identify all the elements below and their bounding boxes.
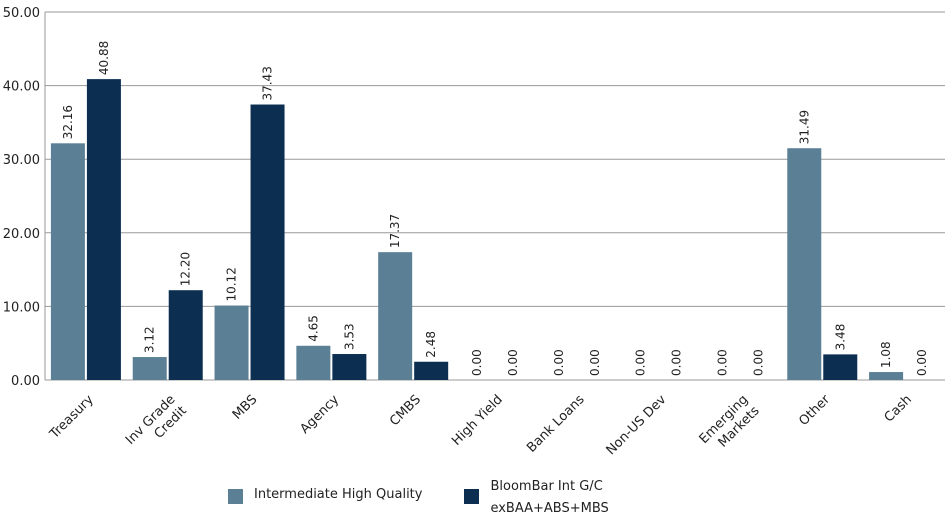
x-tick-label-line: Agency <box>297 392 342 437</box>
x-tick-label-line: Non-US Dev <box>604 392 670 458</box>
legend-label-bloombar-int-gc: BloomBar Int G/C exBAA+ABS+MBS <box>490 479 609 516</box>
bars <box>50 79 904 380</box>
data-label: 12.20 <box>179 252 193 286</box>
bar <box>414 361 449 380</box>
x-tick-label: EmergingMarkets <box>697 392 763 458</box>
bar <box>214 305 249 380</box>
data-label: 0.00 <box>715 349 729 376</box>
data-label: 0.00 <box>751 349 765 376</box>
data-label: 1.08 <box>879 341 893 368</box>
bar <box>787 148 822 380</box>
y-tick-label: 50.00 <box>3 6 40 21</box>
data-label: 0.00 <box>552 349 566 376</box>
bar <box>50 143 85 380</box>
data-label: 0.00 <box>915 349 929 376</box>
x-tick-label: Agency <box>297 392 342 437</box>
bar <box>869 372 904 380</box>
data-label: 0.00 <box>588 349 602 376</box>
data-label: 17.37 <box>388 214 402 248</box>
data-label: 2.48 <box>424 331 438 358</box>
x-tick-label: Non-US Dev <box>604 392 670 458</box>
data-label: 37.43 <box>261 66 275 100</box>
x-tick-label: High Yield <box>449 392 506 449</box>
y-tick-label: 30.00 <box>3 153 40 168</box>
bar <box>250 104 285 380</box>
y-tick-label: 0.00 <box>11 374 40 389</box>
data-label: 31.49 <box>797 110 811 144</box>
bar <box>378 252 413 380</box>
bar <box>823 354 858 380</box>
data-label: 10.12 <box>225 267 239 301</box>
x-tick-label: Treasury <box>46 392 96 442</box>
bar <box>332 354 367 380</box>
data-label: 0.00 <box>506 349 520 376</box>
x-tick-label: CMBS <box>387 392 424 429</box>
bar <box>132 357 167 380</box>
y-tick-label: 10.00 <box>3 300 40 315</box>
x-tick-label: Cash <box>882 392 915 425</box>
x-tick-label: MBS <box>230 392 261 423</box>
data-label: 3.48 <box>833 324 847 351</box>
bar <box>86 79 121 380</box>
data-label: 0.00 <box>670 349 684 376</box>
data-label: 4.65 <box>306 315 320 342</box>
x-tick-label-line: Treasury <box>46 392 96 442</box>
x-tick-label: Bank Loans <box>524 392 588 456</box>
x-tick-label-line: Other <box>796 392 833 429</box>
data-labels: 32.16 40.88 3.12 12.20 10.12 37.43 4.65 3.53 17.… <box>61 41 929 376</box>
bar <box>168 290 203 380</box>
data-label: 3.12 <box>143 326 157 353</box>
x-tick-label-line: CMBS <box>387 392 424 429</box>
x-tick-label-line: Bank Loans <box>524 392 588 456</box>
data-label: 40.88 <box>97 41 111 75</box>
x-tick-label-line: MBS <box>230 392 261 423</box>
legend: Intermediate High Quality BloomBar Int G… <box>228 478 640 520</box>
x-tick-label: Inv GradeCredit <box>123 392 190 459</box>
data-label: 3.53 <box>342 323 356 350</box>
data-label: 0.00 <box>634 349 648 376</box>
data-label: 32.16 <box>61 105 75 139</box>
legend-item-intermediate-high-quality: Intermediate High Quality <box>228 478 422 506</box>
x-tick-label-line: High Yield <box>449 392 506 449</box>
x-axis-tick-labels: Treasury Inv GradeCredit MBS Agency CMBS High… <box>46 392 915 459</box>
legend-label-intermediate-high-quality: Intermediate High Quality <box>254 487 423 502</box>
y-tick-label: 40.00 <box>3 80 40 95</box>
legend-swatch-intermediate-high-quality <box>228 489 243 504</box>
x-tick-label: Other <box>796 392 833 429</box>
bar <box>296 345 331 380</box>
legend-swatch-bloombar-int-gc <box>464 489 480 504</box>
x-tick-label-line: Cash <box>882 392 915 425</box>
data-label: 0.00 <box>470 349 484 376</box>
y-tick-label: 20.00 <box>3 227 40 242</box>
legend-item-bloombar-int-gc: BloomBar Int G/C exBAA+ABS+MBS <box>464 478 640 520</box>
y-axis-tick-labels: 0.00 10.00 20.00 30.00 40.00 50.00 <box>3 6 40 389</box>
